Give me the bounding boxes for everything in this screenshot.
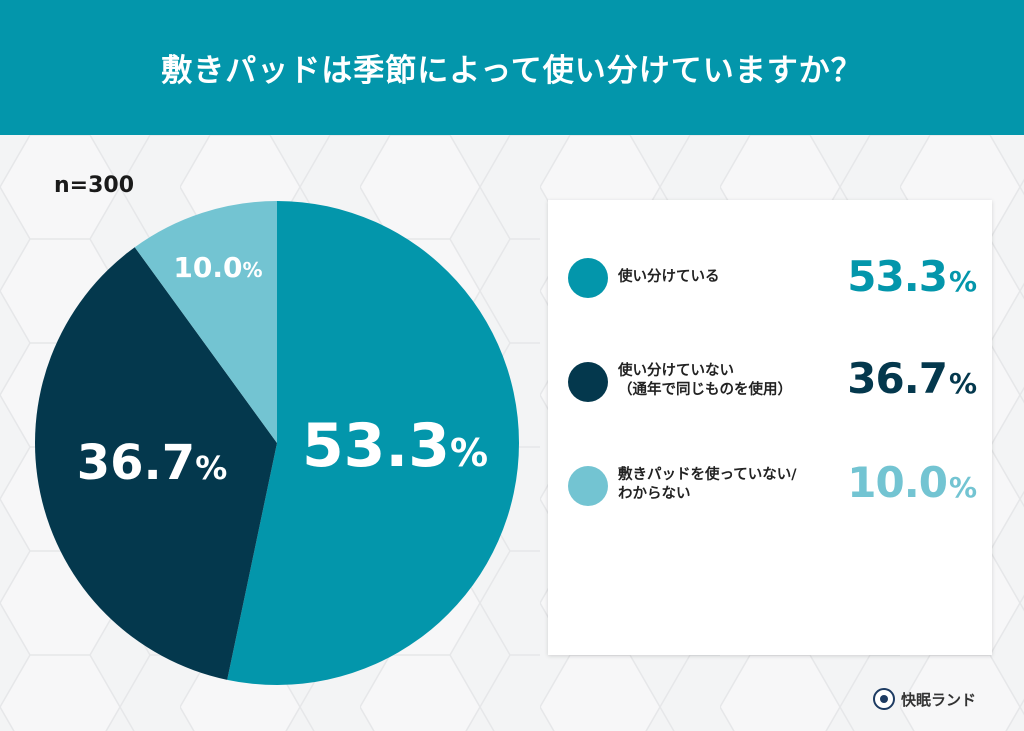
legend-item: 敷きパッドを使っていない/ わからない 10.0% <box>568 458 988 526</box>
legend-panel: 使い分けている 53.3% 使い分けていない （通年で同じものを使用） 36.7… <box>548 200 992 655</box>
sleep-land-logo-icon <box>873 688 895 710</box>
pie-slice-not-separately <box>35 247 277 680</box>
pie-slice-not-using <box>134 201 277 443</box>
pie-chart: 53.3% 36.7% 10.0% <box>35 201 519 685</box>
legend-value: 10.0% <box>847 458 977 507</box>
pie-label-36: 36.7% <box>77 435 228 491</box>
sample-size-label: n=300 <box>54 173 135 198</box>
legend-item: 使い分けている 53.3% <box>568 252 988 318</box>
legend-label: 敷きパッドを使っていない/ <box>618 467 797 483</box>
legend-swatch-icon <box>568 466 608 506</box>
legend-label-sub: （通年で同じものを使用） <box>618 382 792 398</box>
legend-swatch-icon <box>568 258 608 298</box>
brand-logo: 快眠ランド <box>873 688 976 710</box>
legend-value: 53.3% <box>847 252 977 301</box>
pie-label-53: 53.3% <box>302 411 488 481</box>
legend-swatch-icon <box>568 362 608 402</box>
legend-label: 使い分けていない <box>618 363 734 379</box>
legend-value: 36.7% <box>847 354 977 403</box>
legend-label: 使い分けている <box>618 269 720 285</box>
brand-name: 快眠ランド <box>901 690 977 709</box>
chart-title: 敷きパッドは季節によって使い分けていますか？ <box>161 53 863 89</box>
legend-item: 使い分けていない （通年で同じものを使用） 36.7% <box>568 354 988 422</box>
title-banner: 敷きパッドは季節によって使い分けていますか？ <box>0 0 1024 135</box>
pie-slice-use-separately <box>227 201 519 685</box>
legend-label-sub: わからない <box>618 486 691 502</box>
pie-label-10: 10.0% <box>173 251 262 284</box>
